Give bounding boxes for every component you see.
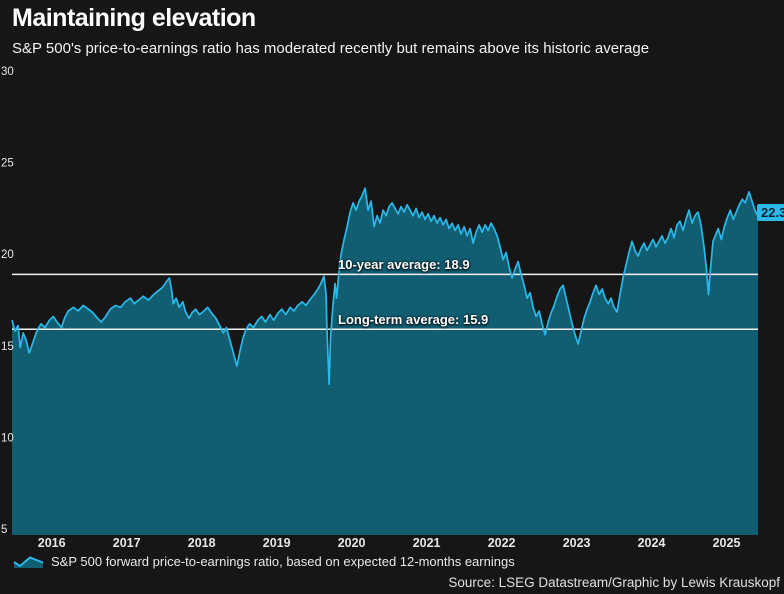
x-axis-label: 2019 (263, 536, 291, 550)
area-chart-icon (13, 555, 44, 568)
chart-subtitle: S&P 500's price-to-earnings ratio has mo… (12, 40, 650, 57)
legend-label: S&P 500 forward price-to-earnings ratio,… (51, 554, 515, 569)
y-axis-label: 15 (1, 341, 14, 353)
y-axis-label: 20 (1, 249, 14, 261)
x-axis-label: 2020 (338, 536, 366, 550)
x-axis-label: 2017 (113, 536, 141, 550)
ten-year-average-label: 10-year average: 18.9 (338, 257, 470, 273)
y-axis-label: 25 (1, 158, 14, 170)
page-title: Maintaining elevation (12, 4, 256, 32)
series-line (11, 187, 759, 386)
x-axis-label: 2016 (38, 536, 66, 550)
x-axis-label: 2023 (563, 536, 591, 550)
x-axis-label: 2025 (713, 536, 741, 550)
x-axis-label: 2021 (413, 536, 441, 550)
x-axis-label: 2018 (188, 536, 216, 550)
x-axis-label: 2022 (488, 536, 516, 550)
y-axis-label: 10 (1, 432, 14, 444)
y-axis-label: 5 (1, 524, 7, 536)
y-axis-label: 30 (1, 66, 14, 78)
area-fill (12, 188, 758, 535)
legend: S&P 500 forward price-to-earnings ratio,… (13, 554, 515, 569)
long-term-average-label: Long-term average: 15.9 (338, 312, 489, 328)
source-credit: Source: LSEG Datastream/Graphic by Lewis… (448, 575, 780, 590)
x-axis-label: 2024 (638, 536, 666, 550)
latest-value-badge: 22.3 (757, 204, 784, 222)
